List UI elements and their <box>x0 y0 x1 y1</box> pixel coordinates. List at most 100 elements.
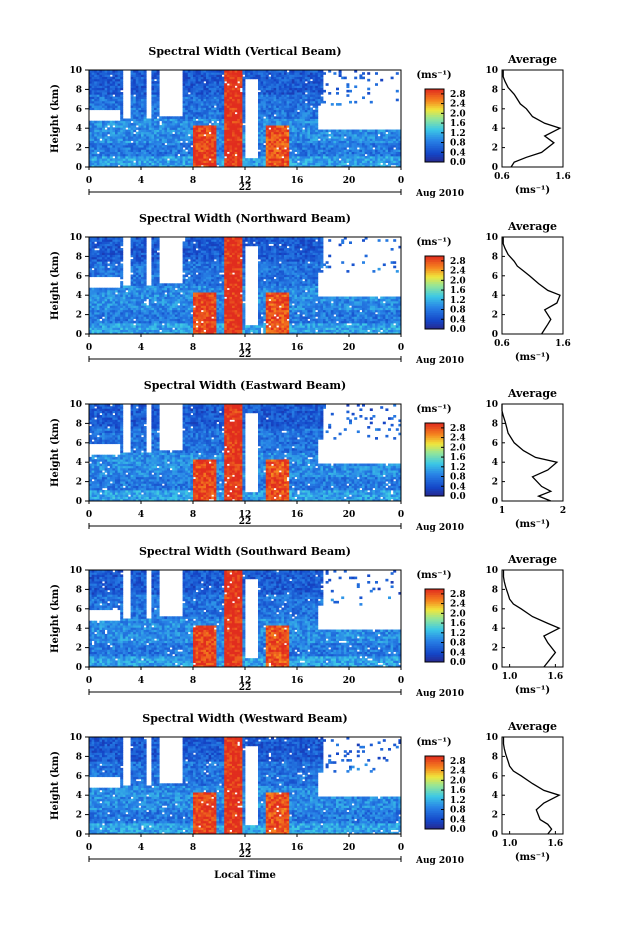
heatmap-cell <box>323 162 326 166</box>
heatmap-cell <box>133 285 137 289</box>
heatmap-cell <box>239 144 243 148</box>
heatmap-cell <box>120 272 124 275</box>
heatmap-cell <box>151 96 155 100</box>
heatmap-cell <box>203 122 207 126</box>
heatmap-cell <box>115 300 118 304</box>
colorbar-frame <box>424 88 445 163</box>
heatmap-cell <box>278 114 282 117</box>
heatmap-cell <box>346 151 350 155</box>
heatmap-cell <box>130 111 134 115</box>
heatmap-cell <box>198 98 202 102</box>
heatmap-cell <box>328 133 332 137</box>
colorbar-swatch <box>425 154 444 158</box>
heatmap-cell <box>193 125 196 128</box>
heatmap-cell <box>185 103 189 106</box>
heatmap-cell <box>307 147 311 150</box>
colorbar: (ms⁻¹)0.00.40.81.21.62.02.42.8 <box>416 70 465 168</box>
heatmap-cell <box>99 254 103 258</box>
heatmap-cell <box>297 87 300 91</box>
heatmap-cell <box>268 164 272 168</box>
heatmap-cell <box>117 125 121 128</box>
heatmap-cell <box>302 118 306 122</box>
heatmap-cell <box>122 151 126 155</box>
heatmap-cell <box>128 311 131 315</box>
heatmap-cell <box>117 309 121 313</box>
heatmap-cell <box>297 70 300 73</box>
heatmap-cell <box>289 92 293 95</box>
heatmap-cell <box>302 103 306 106</box>
heatmap-cell <box>159 316 163 319</box>
heatmap-cell <box>115 96 118 100</box>
heatmap-cell <box>268 72 272 75</box>
heatmap-cell <box>291 98 295 102</box>
heatmap-cell <box>286 144 290 148</box>
heatmap-cell <box>115 164 118 168</box>
heatmap-cell <box>156 78 160 82</box>
heatmap-cell <box>338 160 342 163</box>
heatmap-cell <box>239 100 243 104</box>
heatmap-cell <box>226 147 230 150</box>
heatmap-cell <box>299 107 303 111</box>
heatmap-cell <box>112 129 116 133</box>
heatmap-cell <box>325 136 329 139</box>
heatmap-cell <box>258 147 261 150</box>
heatmap-cell <box>278 83 282 86</box>
heatmap-cell <box>302 105 306 108</box>
heatmap-cell <box>299 87 303 91</box>
heatmap-cell <box>159 151 163 155</box>
heatmap-cell <box>302 109 306 113</box>
heatmap-cell <box>135 94 139 97</box>
heatmap-cell <box>219 138 222 141</box>
heatmap-cell <box>328 92 332 95</box>
heatmap-cell <box>289 114 293 117</box>
heatmap-cell <box>159 129 163 133</box>
heatmap-cell <box>226 127 230 130</box>
heatmap-cell <box>333 142 337 146</box>
heatmap-cell <box>195 85 199 89</box>
heatmap-cell <box>226 103 230 106</box>
heatmap-cell <box>96 131 100 135</box>
heatmap-cell <box>317 147 321 150</box>
heatmap-cell <box>273 155 277 159</box>
heatmap-cell <box>213 133 217 137</box>
heatmap-cell <box>91 289 95 293</box>
heatmap-cell <box>182 162 186 166</box>
heatmap-cell <box>315 127 319 130</box>
colorbar-swatch <box>425 118 444 121</box>
heatmap-cell <box>286 76 290 80</box>
heatmap-cell <box>289 125 293 128</box>
heatmap-cell <box>315 153 319 157</box>
x-tick-label: 16 <box>291 176 304 186</box>
heatmap-cell <box>130 278 134 282</box>
heatmap-cell <box>154 254 157 258</box>
heatmap-cell <box>148 140 152 144</box>
heatmap-cell <box>315 144 319 148</box>
heatmap-cell <box>258 136 261 139</box>
heatmap-cell <box>190 153 194 157</box>
heatmap-cell <box>161 118 165 122</box>
heatmap-cell <box>130 292 134 295</box>
heatmap-cell <box>130 131 134 135</box>
x-tick-label: 20 <box>343 176 356 186</box>
heatmap-cell <box>117 98 121 102</box>
heatmap-cell <box>89 131 92 135</box>
heatmap-cell <box>115 237 118 240</box>
heatmap-cell <box>120 87 124 91</box>
heatmap-cell <box>169 133 173 137</box>
heatmap-cell <box>317 92 321 95</box>
heatmap-cell <box>242 109 246 113</box>
colorbar-swatch <box>425 140 444 143</box>
heatmap-cell <box>96 92 100 95</box>
heatmap-cell <box>115 147 118 150</box>
heatmap-cell <box>143 322 147 326</box>
heatmap-cell <box>94 322 98 326</box>
heatmap-cell <box>102 250 105 253</box>
heatmap-cell <box>138 261 142 264</box>
heatmap-cell <box>133 129 137 133</box>
heatmap-cell <box>382 138 386 141</box>
heatmap-cell <box>320 151 324 155</box>
heatmap-cell <box>291 89 295 93</box>
heatmap-cell <box>117 296 121 300</box>
heatmap-cell <box>276 103 280 106</box>
heatmap-cell <box>117 151 121 155</box>
